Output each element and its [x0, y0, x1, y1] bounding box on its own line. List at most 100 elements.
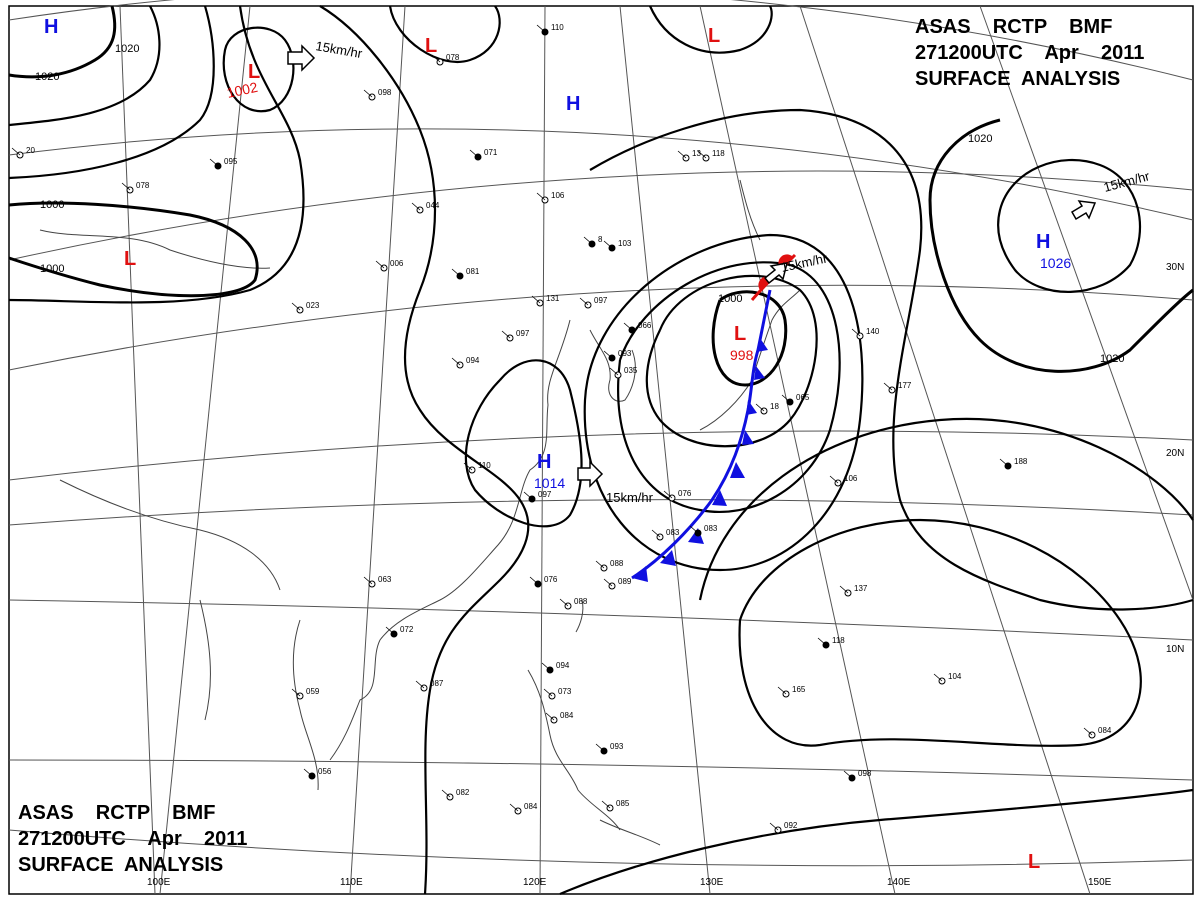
isobar-1020-east: [928, 118, 1194, 373]
station-wind-barb: [777, 686, 787, 695]
station-pressure-label: 059: [306, 687, 320, 696]
station-wind-barb: [303, 768, 313, 777]
station-wind-barb: [363, 576, 373, 585]
station-wind-barb: [463, 462, 473, 471]
station-pressure-label: 035: [624, 366, 638, 375]
front-triangle: [712, 490, 727, 506]
station-pressure-label: 137: [854, 584, 868, 593]
station-pressure-label: 094: [466, 356, 480, 365]
station-wind-barb: [1083, 727, 1093, 736]
station-wind-barb: [559, 598, 569, 607]
station-pressure-label: 165: [792, 685, 806, 694]
station-pressure-label: 085: [616, 799, 630, 808]
station-pressure-label: 056: [318, 767, 332, 776]
front-triangle: [756, 338, 768, 352]
isobar-low-north: [648, 5, 773, 54]
station-wind-barb: [601, 800, 611, 809]
station-pressure-label: 118: [712, 149, 725, 158]
high-center-marker: H: [44, 16, 58, 38]
station-pressure-label: 131: [546, 294, 560, 303]
lon-label-150e: 150E: [1088, 877, 1112, 888]
isobar-inner-west: [8, 5, 305, 304]
isobar-south-east: [738, 518, 1142, 747]
isobar-label: 1020: [968, 133, 992, 145]
lat-label-10n: 10N: [1166, 644, 1184, 655]
station-pressure-label: 097: [538, 490, 552, 499]
indochina-coast: [199, 599, 319, 791]
motion-arrow: [763, 262, 789, 285]
station-wind-barb: [501, 330, 511, 339]
station-wind-barb: [415, 680, 425, 689]
station-pressure-label: 082: [456, 788, 470, 797]
station-pressure-label: 177: [898, 381, 912, 390]
station-pressure-label: 098: [858, 769, 872, 778]
station-pressure-label: 023: [306, 301, 320, 310]
station-wind-barb: [933, 673, 943, 682]
header-title-line: SURFACE ANALYSIS: [18, 854, 224, 876]
lon-label-140e: 140E: [887, 877, 911, 888]
station-pressure-label: 110: [551, 23, 564, 32]
korea-coast: [589, 329, 636, 402]
station-wind-barb: [541, 662, 551, 671]
isobar-south: [559, 788, 1194, 896]
station-pressure-label: 065: [796, 393, 810, 402]
station-pressure-label: 087: [430, 679, 444, 688]
motion-arrows: [287, 44, 1097, 488]
station-pressure-label: 098: [378, 88, 392, 97]
station-wind-barb: [451, 357, 461, 366]
lon-label-130e: 130E: [700, 877, 724, 888]
station-wind-barb: [385, 626, 395, 635]
station-wind-barb: [603, 578, 613, 587]
chart-header-top: ASAS RCTP BMF 271200UTC Apr 2011 SURFACE…: [915, 14, 1144, 92]
low-center-marker: L: [734, 323, 746, 345]
station-pressure-label: 188: [1014, 457, 1028, 466]
isobar-label: 1020: [35, 71, 59, 83]
low-center-marker: L: [708, 25, 720, 47]
station-wind-barb: [839, 585, 849, 594]
motion-arrow: [287, 44, 316, 72]
station-pressure-label: 094: [556, 661, 570, 670]
station-wind-barb: [431, 54, 441, 63]
station-pressure-label: 078: [136, 181, 150, 190]
station-wind-barb: [769, 822, 779, 831]
isobar-1000-west: [8, 201, 259, 298]
station-pressure-label: 089: [618, 577, 632, 586]
station-pressure-label: 088: [610, 559, 624, 568]
isobar-low-998: [711, 290, 788, 387]
isobar-low-ring4: [583, 233, 864, 572]
front-triangle: [742, 430, 754, 445]
station-pressure-label: 076: [544, 575, 558, 584]
station-pressure-label: 20: [26, 146, 35, 155]
station-wind-barb: [531, 295, 541, 304]
pressure-value: 1002: [225, 79, 259, 101]
isobar-south-east-outer: [698, 417, 1194, 601]
station-wind-barb: [603, 240, 613, 249]
motion-speed-label: 15km/hr: [606, 490, 654, 505]
station-pressure-label: 106: [844, 474, 858, 483]
station-pressure-label: 18: [770, 402, 779, 411]
station-wind-barb: [595, 743, 605, 752]
map-frame: [8, 5, 1194, 895]
isobar-1026-high: [997, 158, 1142, 293]
station-pressure-label: 13: [692, 149, 701, 158]
low-center-marker: L: [425, 35, 437, 57]
station-wind-barb: [451, 268, 461, 277]
chart-header-bottom: ASAS RCTP BMF 271200UTC Apr 2011 SURFACE…: [18, 800, 247, 878]
station-wind-barb: [851, 328, 861, 337]
station-wind-barb: [441, 789, 451, 798]
station-pressure-label: 088: [574, 597, 588, 606]
motion-speed-label: 15km/hr: [1102, 168, 1152, 195]
station-wind-barb: [509, 803, 519, 812]
station-pressure-label: 093: [610, 742, 624, 751]
station-pressure-label: 081: [466, 267, 480, 276]
station-wind-barb: [623, 322, 633, 331]
station-pressure-label: 084: [1098, 726, 1112, 735]
front-triangle: [730, 462, 745, 478]
pressure-value: 1026: [1040, 255, 1071, 271]
station-wind-barb: [545, 712, 555, 721]
isobar-1014-high: [464, 359, 583, 528]
lat-label-30n: 30N: [1166, 262, 1184, 273]
high-center-marker: H: [1036, 231, 1050, 253]
station-wind-barb: [595, 560, 605, 569]
station-wind-barb: [883, 382, 893, 391]
